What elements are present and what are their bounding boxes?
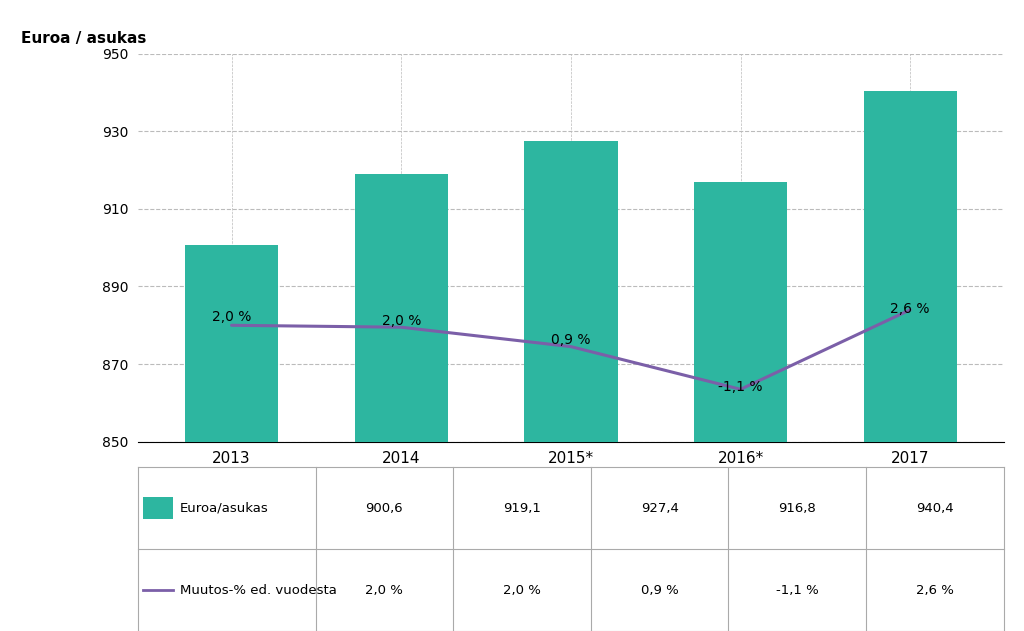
Text: Euroa / asukas: Euroa / asukas [22,31,146,46]
Text: Euroa/asukas: Euroa/asukas [180,502,268,515]
Text: 0,9 %: 0,9 % [551,333,591,347]
Text: 2,0 %: 2,0 % [503,584,541,596]
Bar [185,245,279,442]
Text: 927,4: 927,4 [641,502,679,515]
Bar [354,174,447,442]
Text: 2,6 %: 2,6 % [891,302,930,316]
Bar [524,141,617,442]
Text: 0,9 %: 0,9 % [641,584,679,596]
Bar [142,497,173,519]
Text: 2,6 %: 2,6 % [915,584,953,596]
Text: -1,1 %: -1,1 % [776,584,818,596]
Text: -1,1 %: -1,1 % [718,380,763,394]
Text: 900,6: 900,6 [366,502,403,515]
Text: 916,8: 916,8 [778,502,816,515]
Text: Muutos-% ed. vuodesta: Muutos-% ed. vuodesta [180,584,337,596]
Text: 2,0 %: 2,0 % [366,584,403,596]
Text: 919,1: 919,1 [503,502,541,515]
Bar [863,91,956,442]
Text: 940,4: 940,4 [915,502,953,515]
Bar [694,182,787,442]
Text: 2,0 %: 2,0 % [382,314,421,327]
Text: 2,0 %: 2,0 % [212,310,251,324]
